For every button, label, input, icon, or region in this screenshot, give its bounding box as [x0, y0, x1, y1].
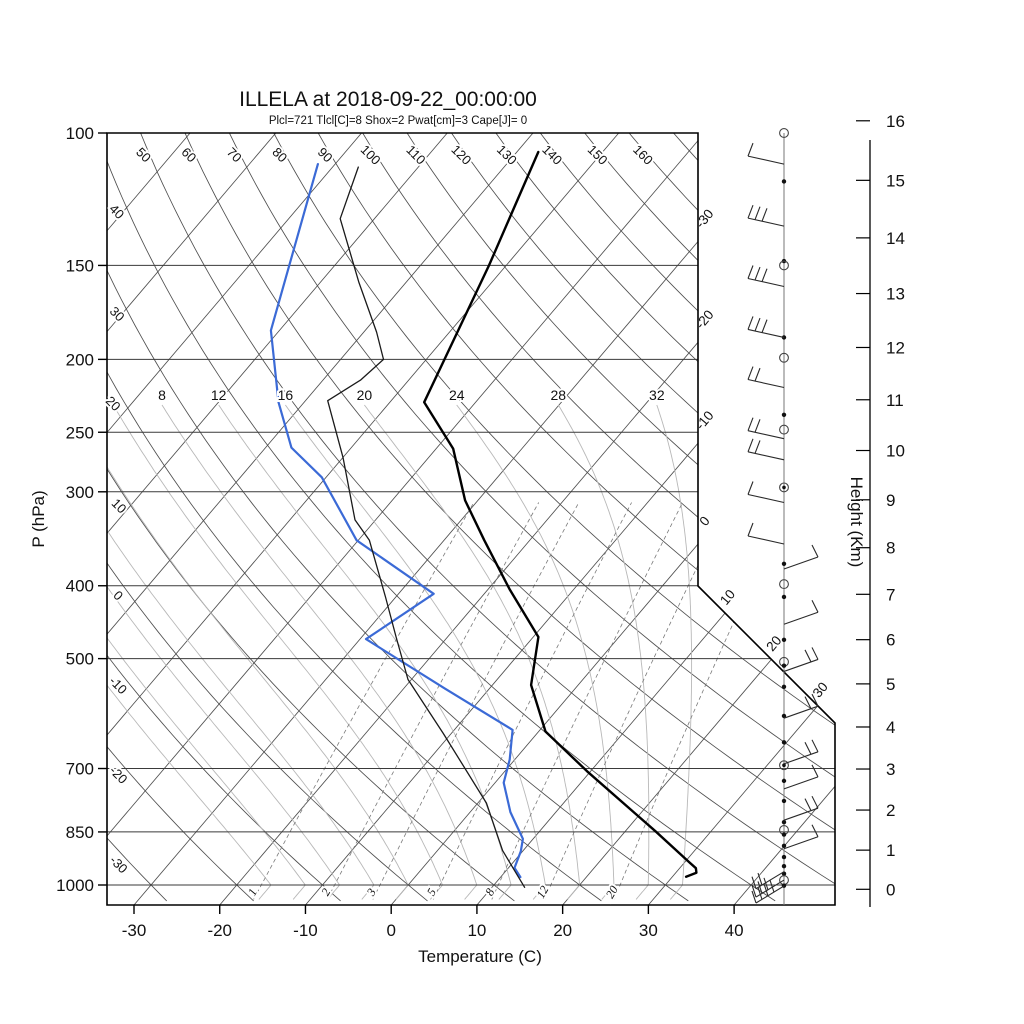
- svg-text:700: 700: [66, 760, 94, 779]
- svg-text:20: 20: [553, 921, 572, 940]
- svg-text:13: 13: [886, 285, 905, 304]
- svg-text:90: 90: [315, 144, 336, 165]
- svg-text:30: 30: [639, 921, 658, 940]
- sounding-profiles: [269, 150, 698, 888]
- svg-text:500: 500: [66, 650, 94, 669]
- svg-text:0: 0: [696, 513, 712, 528]
- svg-text:20: 20: [603, 883, 621, 900]
- svg-text:-30: -30: [107, 852, 131, 876]
- svg-text:5: 5: [424, 886, 439, 898]
- page-title: ILLELA at 2018-09-22_00:00:00: [239, 88, 537, 111]
- svg-text:8: 8: [158, 387, 166, 403]
- svg-text:0: 0: [110, 588, 126, 604]
- svg-text:0: 0: [386, 921, 395, 940]
- plot-frame: [106, 132, 836, 906]
- svg-text:3: 3: [886, 760, 895, 779]
- svg-text:32: 32: [649, 387, 665, 403]
- svg-text:40: 40: [725, 921, 744, 940]
- svg-text:250: 250: [66, 423, 94, 442]
- svg-text:100: 100: [358, 142, 384, 168]
- svg-text:10: 10: [886, 442, 905, 461]
- svg-text:160: 160: [630, 142, 656, 168]
- svg-text:-10: -10: [106, 673, 130, 697]
- svg-text:150: 150: [585, 142, 611, 168]
- svg-text:140: 140: [539, 142, 565, 168]
- svg-text:1: 1: [886, 841, 895, 860]
- svg-text:20: 20: [357, 387, 373, 403]
- svg-text:1000: 1000: [56, 876, 94, 895]
- svg-text:-20: -20: [207, 921, 232, 940]
- page-subtitle: Plcl=721 Tlcl[C]=8 Shox=2 Pwat[cm]=3 Cap…: [269, 115, 527, 127]
- svg-text:16: 16: [278, 387, 294, 403]
- svg-text:20: 20: [763, 633, 784, 654]
- svg-text:2: 2: [886, 801, 895, 820]
- svg-text:4: 4: [886, 718, 895, 737]
- svg-text:150: 150: [66, 256, 94, 275]
- svg-text:16: 16: [886, 112, 905, 131]
- pressure-axis-label: P (hPa): [29, 490, 48, 547]
- svg-text:400: 400: [66, 577, 94, 596]
- svg-text:0: 0: [886, 880, 895, 899]
- svg-text:14: 14: [886, 229, 905, 248]
- height-axis-label: Height (Km): [847, 477, 866, 568]
- svg-text:12: 12: [533, 883, 551, 900]
- svg-text:8: 8: [886, 539, 895, 558]
- svg-text:11: 11: [886, 391, 904, 410]
- svg-text:80: 80: [269, 144, 290, 165]
- svg-text:110: 110: [403, 142, 428, 167]
- svg-text:50: 50: [133, 144, 154, 165]
- svg-text:10: 10: [717, 587, 738, 608]
- svg-text:70: 70: [224, 144, 245, 165]
- svg-text:15: 15: [886, 171, 905, 190]
- svg-text:6: 6: [886, 631, 895, 650]
- svg-text:300: 300: [66, 483, 94, 502]
- svg-text:12: 12: [211, 387, 227, 403]
- svg-text:200: 200: [66, 350, 94, 369]
- svg-text:28: 28: [551, 387, 567, 403]
- svg-text:7: 7: [886, 585, 895, 604]
- svg-text:120: 120: [448, 142, 474, 168]
- svg-text:5: 5: [886, 675, 895, 694]
- svg-text:-30: -30: [122, 921, 147, 940]
- svg-text:12: 12: [886, 338, 905, 357]
- svg-text:130: 130: [494, 142, 520, 168]
- svg-text:9: 9: [886, 491, 895, 510]
- svg-text:24: 24: [449, 387, 465, 403]
- svg-text:1: 1: [245, 886, 260, 898]
- svg-text:30: 30: [810, 679, 831, 700]
- svg-text:40: 40: [106, 201, 127, 222]
- svg-text:10: 10: [467, 921, 486, 940]
- wind-barb-column: [747, 128, 819, 905]
- svg-text:-20: -20: [107, 763, 131, 787]
- svg-text:30: 30: [107, 304, 128, 325]
- svg-text:-20: -20: [693, 307, 717, 332]
- svg-text:-30: -30: [693, 206, 717, 231]
- svg-text:60: 60: [179, 144, 200, 165]
- svg-text:100: 100: [66, 124, 94, 143]
- svg-text:850: 850: [66, 823, 94, 842]
- svg-text:-10: -10: [293, 921, 318, 940]
- temperature-axis-label: Temperature (C): [418, 947, 542, 966]
- pressure-gridlines: [107, 264, 835, 886]
